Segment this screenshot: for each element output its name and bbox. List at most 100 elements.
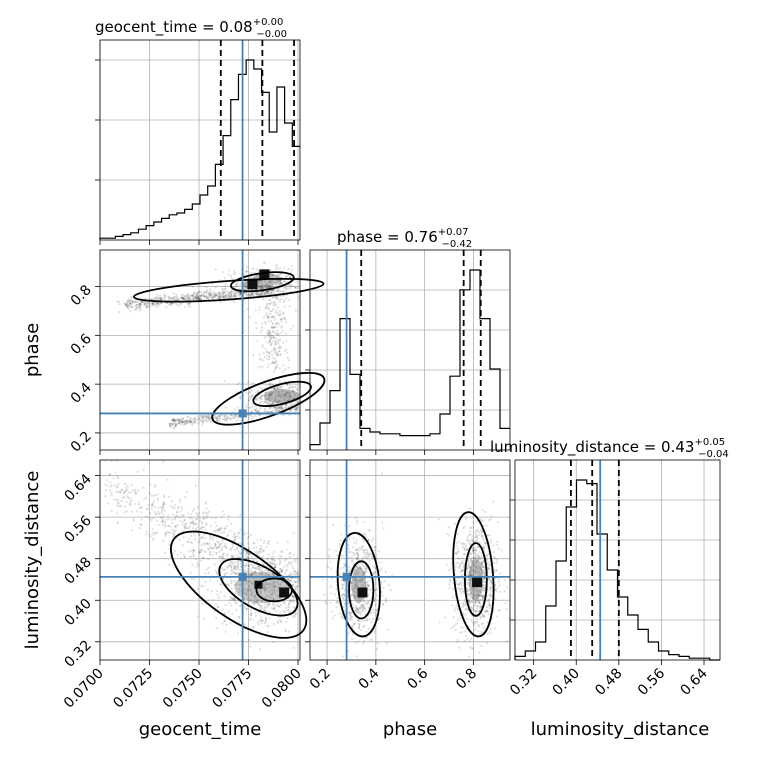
- sample-point: [266, 557, 269, 560]
- sample-point: [167, 524, 170, 527]
- sample-point: [124, 490, 127, 493]
- sample-point: [288, 392, 291, 395]
- sample-point: [460, 592, 463, 595]
- sample-point: [365, 567, 368, 570]
- sample-point: [238, 556, 241, 559]
- sample-point: [282, 311, 285, 314]
- sample-point: [138, 304, 141, 307]
- sample-point: [332, 523, 335, 527]
- sample-point: [278, 314, 281, 317]
- sample-point: [281, 404, 284, 407]
- sample-point: [355, 570, 358, 573]
- sample-point: [232, 567, 236, 570]
- sample-point: [349, 550, 352, 553]
- sample-point: [268, 333, 271, 337]
- sample-point: [461, 569, 464, 572]
- sample-point: [233, 538, 236, 541]
- sample-point: [279, 385, 282, 388]
- sample-point: [483, 577, 486, 580]
- sample-point: [265, 601, 268, 604]
- sample-point: [496, 587, 499, 590]
- sample-point: [347, 632, 350, 636]
- sample-point: [204, 528, 207, 531]
- sample-point: [133, 308, 136, 311]
- sample-point: [267, 293, 270, 296]
- sample-point: [483, 615, 486, 618]
- sample-point: [276, 281, 279, 284]
- sample-point: [469, 573, 472, 576]
- sample-point: [279, 603, 283, 607]
- sample-point: [257, 410, 260, 413]
- sample-point: [223, 295, 226, 298]
- sample-point: [239, 294, 242, 297]
- sample-point: [264, 355, 267, 359]
- sample-point: [358, 578, 361, 582]
- sample-point: [276, 580, 279, 583]
- sample-point: [484, 544, 488, 547]
- sample-point: [262, 587, 265, 590]
- sample-point: [236, 562, 239, 565]
- sample-point: [274, 325, 277, 328]
- sample-point: [123, 492, 126, 495]
- sample-point: [160, 297, 163, 300]
- sample-point: [201, 421, 204, 424]
- sample-point: [229, 292, 232, 295]
- sample-point: [194, 522, 197, 525]
- sample-point: [212, 550, 215, 554]
- sample-point: [264, 391, 267, 394]
- sample-point: [231, 555, 234, 558]
- sample-point: [270, 342, 273, 345]
- sample-point: [477, 604, 480, 608]
- sample-point: [494, 598, 497, 601]
- sample-point: [265, 306, 268, 309]
- sample-point: [273, 316, 276, 319]
- sample-point: [267, 333, 270, 336]
- sample-point: [236, 554, 239, 557]
- sample-point: [485, 606, 488, 609]
- sample-point: [258, 397, 261, 400]
- sample-point: [245, 593, 248, 596]
- sample-point: [195, 293, 198, 296]
- sample-point: [490, 515, 493, 518]
- sample-point: [151, 304, 154, 307]
- sample-point: [355, 565, 358, 568]
- sample-point: [132, 518, 135, 521]
- sample-point: [221, 553, 224, 556]
- sample-point: [174, 419, 177, 422]
- sample-point: [171, 423, 174, 426]
- sample-point: [216, 294, 219, 297]
- sample-point: [279, 582, 282, 585]
- sample-point: [341, 554, 344, 558]
- sample-point: [143, 301, 146, 304]
- sample-point: [203, 550, 206, 553]
- sample-point: [253, 594, 256, 597]
- sample-point: [190, 541, 194, 545]
- sample-point: [270, 286, 273, 289]
- sample-point: [461, 542, 464, 545]
- sample-point: [476, 545, 479, 548]
- sample-point: [225, 295, 228, 298]
- sample-point: [282, 280, 285, 283]
- sample-point: [225, 583, 228, 586]
- sample-point: [233, 533, 236, 536]
- sample-point: [279, 396, 283, 399]
- sample-point: [218, 293, 221, 296]
- sample-point: [176, 524, 179, 527]
- sample-point: [273, 326, 276, 329]
- sample-point: [246, 542, 249, 545]
- sample-point: [229, 414, 232, 417]
- sample-point: [366, 583, 369, 586]
- sample-point: [482, 570, 485, 573]
- sample-point: [355, 579, 358, 583]
- sample-point: [361, 572, 364, 575]
- sample-point: [285, 287, 288, 290]
- sample-point: [284, 394, 287, 397]
- sample-point: [230, 598, 234, 602]
- sample-point: [477, 553, 480, 556]
- sample-point: [467, 560, 471, 564]
- sample-point: [470, 587, 473, 591]
- sample-point: [248, 580, 251, 584]
- sample-point: [288, 392, 291, 395]
- sample-point: [202, 517, 205, 521]
- sample-point: [468, 570, 472, 573]
